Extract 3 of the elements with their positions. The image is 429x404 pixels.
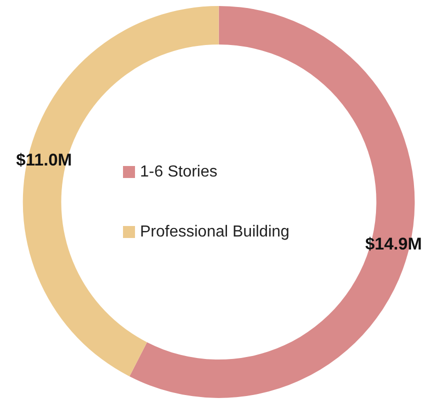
legend-label: Professional Building (140, 224, 290, 240)
legend-label: 1-6 Stories (140, 164, 218, 180)
data-label: $11.0M (16, 150, 72, 170)
